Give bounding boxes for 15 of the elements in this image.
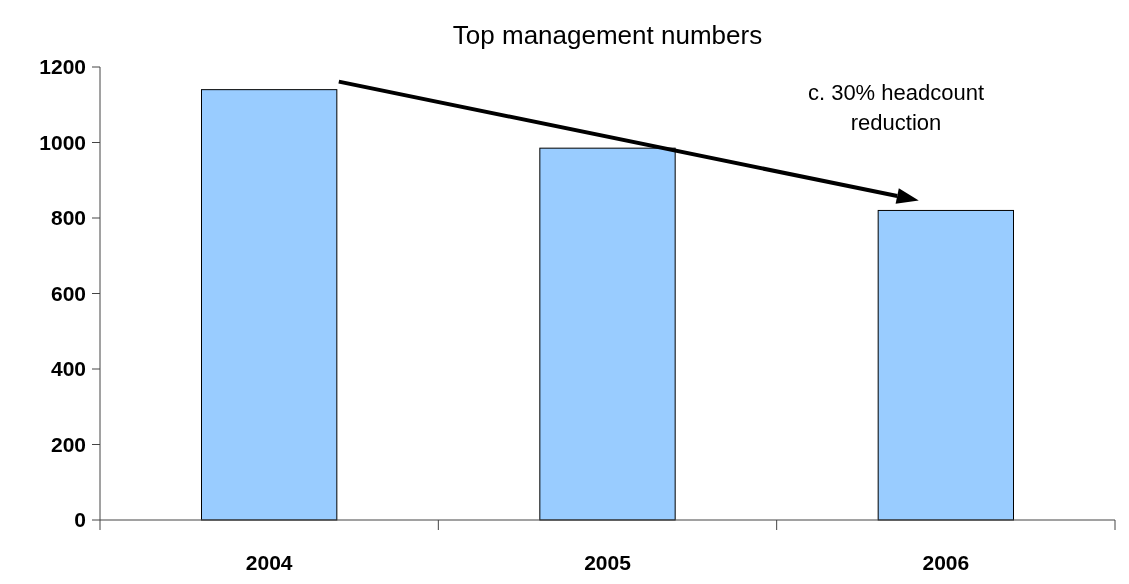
bar — [201, 89, 338, 521]
x-tick-label: 2006 — [922, 551, 970, 574]
x-tick-label: 2004 — [245, 551, 293, 574]
chart-title: Top management numbers — [452, 20, 763, 50]
bar — [539, 147, 676, 521]
y-tick-label: 800 — [50, 206, 86, 230]
y-tick-label: 0 — [74, 508, 86, 532]
bar — [877, 209, 1014, 521]
x-tick-label: 2005 — [584, 551, 632, 574]
y-tick-label: 200 — [50, 432, 86, 456]
annotation: c. 30% headcount reduction — [807, 80, 985, 135]
y-tick-label: 1200 — [39, 55, 86, 79]
y-tick-label: 1000 — [39, 130, 86, 154]
y-tick-label: 600 — [50, 281, 86, 305]
y-tick-label: 400 — [50, 357, 86, 381]
